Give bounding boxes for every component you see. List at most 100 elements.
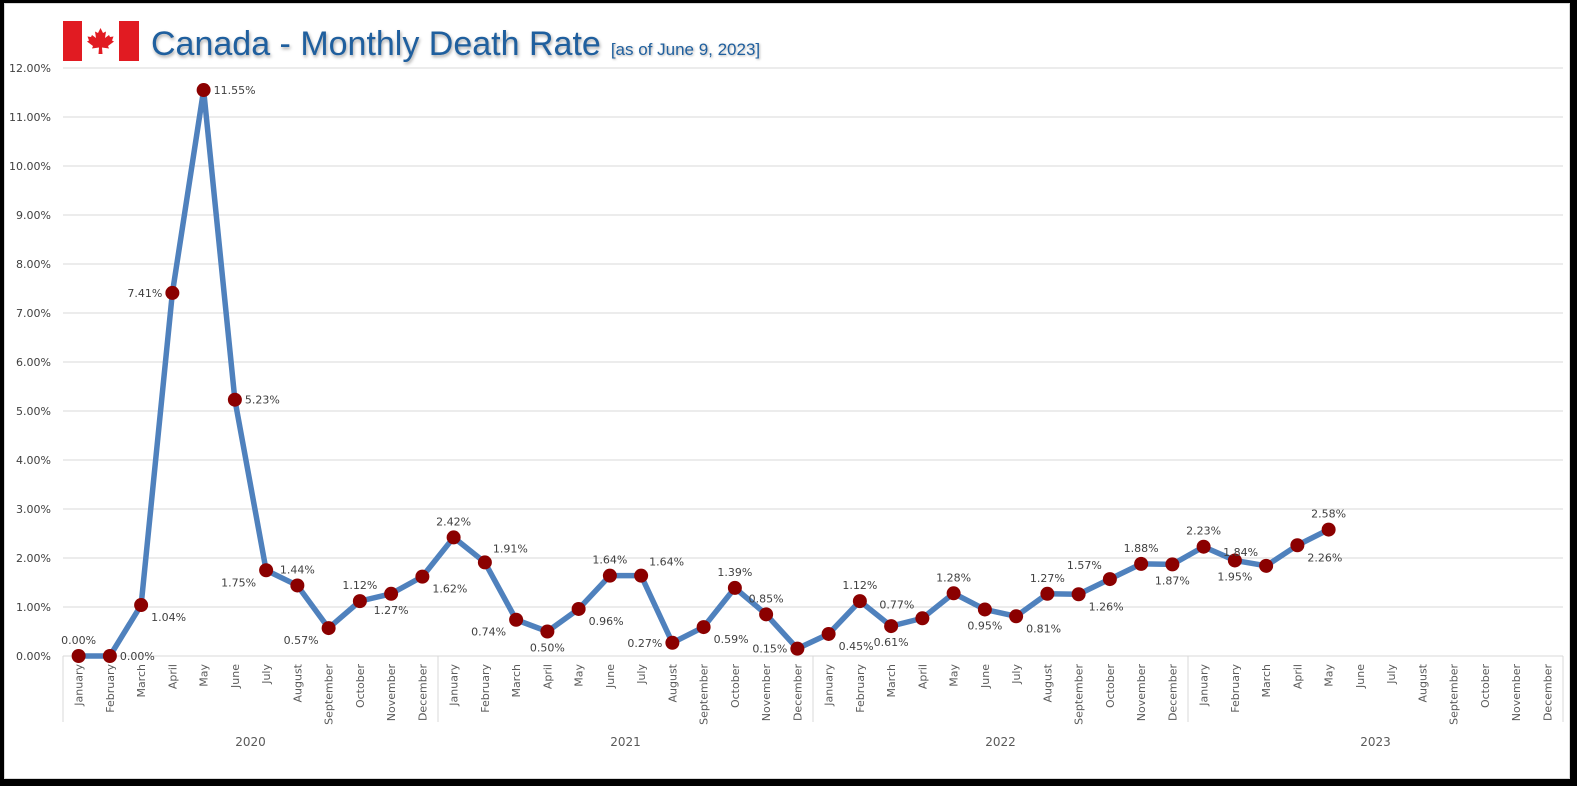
data-label: 0.45% — [839, 640, 874, 653]
y-axis: 0.00% 1.00% 2.00% 3.00% 4.00% 5.00% 6.00% 7.00%… — [9, 62, 51, 663]
data-label: 1.26% — [1089, 600, 1124, 613]
x-tick-label: January — [448, 664, 461, 707]
x-axis: January February March April May June July Augu… — [62, 656, 1564, 749]
x-tick-label: October — [729, 664, 742, 708]
data-point — [915, 611, 930, 626]
x-tick-label: December — [1541, 664, 1554, 722]
data-point — [540, 624, 555, 639]
data-label: 1.04% — [151, 611, 186, 624]
x-tick-label: September — [323, 664, 336, 725]
data-label: 1.44% — [280, 563, 315, 576]
chart-subtitle: [as of June 9, 2023] — [611, 40, 760, 59]
data-label: 1.87% — [1155, 574, 1190, 587]
data-point — [665, 635, 680, 650]
data-point — [1259, 558, 1274, 573]
data-point — [634, 568, 649, 583]
data-point — [165, 285, 180, 300]
data-point — [352, 594, 367, 609]
y-tick-label: 1.00% — [16, 601, 51, 614]
data-label: 0.77% — [879, 598, 914, 611]
data-label: 1.84% — [1223, 546, 1258, 559]
x-tick-label: May — [1323, 664, 1336, 687]
y-tick-label: 2.00% — [16, 552, 51, 565]
data-label: 1.95% — [1217, 570, 1252, 583]
data-point — [71, 649, 86, 663]
data-point — [134, 598, 149, 613]
data-label: 0.15% — [752, 643, 787, 656]
x-tick-label: April — [1291, 664, 1304, 689]
data-point — [727, 580, 742, 595]
x-tick-label: May — [948, 664, 961, 687]
x-tick-label: June — [1354, 664, 1367, 689]
x-tick-label: November — [760, 664, 773, 722]
data-point — [852, 594, 867, 609]
year-label: 2023 — [1360, 735, 1391, 749]
y-tick-label: 10.00% — [9, 160, 51, 173]
x-tick-label: March — [135, 664, 148, 698]
data-labels: 0.00% 0.00% 1.04% 7.41% 11.55% 5.23% 1.75% 1.44… — [61, 84, 1346, 663]
data-label: 11.55% — [214, 84, 256, 97]
y-tick-label: 7.00% — [16, 307, 51, 320]
x-tick-label: May — [198, 664, 211, 687]
x-tick-label: January — [1198, 664, 1211, 707]
x-tick-label: November — [1510, 664, 1523, 722]
data-point — [290, 578, 305, 593]
series-markers — [71, 83, 1336, 663]
data-label: 1.91% — [493, 542, 528, 555]
data-label: 1.39% — [717, 566, 752, 579]
x-tick-label: February — [1229, 664, 1242, 713]
data-point — [321, 621, 336, 636]
data-label: 1.64% — [649, 556, 684, 569]
x-tick-label: June — [229, 664, 242, 689]
x-tick-label: August — [1416, 663, 1429, 702]
data-label: 5.23% — [245, 394, 280, 407]
x-tick-label: November — [1135, 664, 1148, 722]
year-label: 2020 — [235, 735, 266, 749]
y-tick-label: 8.00% — [16, 258, 51, 271]
chart-title: Canada - Monthly Death Rate — [151, 25, 601, 63]
x-tick-label: April — [916, 664, 929, 689]
data-label: 0.27% — [627, 637, 662, 650]
data-label: 1.12% — [842, 579, 877, 592]
data-point — [1227, 553, 1242, 568]
data-point — [1165, 557, 1180, 572]
data-label: 1.27% — [374, 604, 409, 617]
x-tick-label: October — [354, 664, 367, 708]
data-point — [946, 586, 961, 601]
data-label: 0.00% — [61, 634, 96, 647]
data-point — [1196, 539, 1211, 554]
data-label: 0.81% — [1026, 622, 1061, 635]
data-point — [1102, 572, 1117, 587]
data-label: 0.59% — [714, 633, 749, 646]
x-tick-label: February — [479, 664, 492, 713]
x-tick-label: January — [73, 664, 86, 707]
data-point — [227, 392, 242, 407]
x-tick-label: September — [1448, 664, 1461, 725]
data-label: 0.00% — [120, 650, 155, 663]
gridlines — [63, 67, 1563, 657]
x-tick-label: July — [1010, 664, 1023, 685]
x-tick-label: July — [1385, 664, 1398, 685]
data-point — [446, 530, 461, 545]
data-point — [1009, 609, 1024, 624]
data-label: 7.41% — [127, 287, 162, 300]
data-point — [1071, 587, 1086, 602]
y-tick-label: 11.00% — [9, 111, 51, 124]
x-tick-label: August — [666, 663, 679, 702]
x-tick-label: December — [416, 664, 429, 722]
x-tick-label: March — [885, 664, 898, 698]
y-tick-label: 0.00% — [16, 650, 51, 663]
x-tick-label: July — [635, 664, 648, 685]
data-label: 0.85% — [749, 592, 784, 605]
x-tick-label: February — [104, 664, 117, 713]
data-point — [759, 607, 774, 622]
x-tick-label: December — [1166, 664, 1179, 722]
x-tick-label: October — [1104, 664, 1117, 708]
x-tick-label: October — [1479, 664, 1492, 708]
data-label: 2.58% — [1311, 508, 1346, 521]
data-point — [571, 601, 586, 616]
data-point — [977, 602, 992, 617]
data-point — [1290, 538, 1305, 553]
year-label: 2021 — [610, 735, 641, 749]
y-tick-label: 4.00% — [16, 454, 51, 467]
